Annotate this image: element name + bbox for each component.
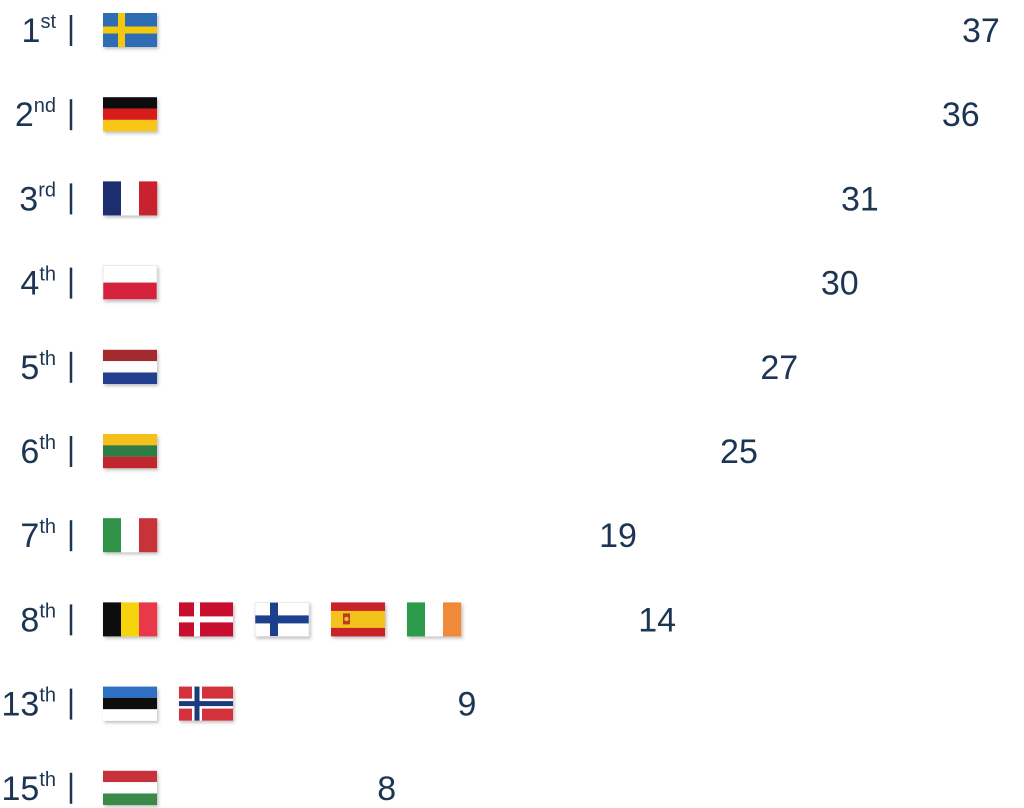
rank-suffix: th bbox=[39, 516, 56, 538]
value-label: 14 bbox=[638, 601, 676, 639]
chart-row: 5th 27 bbox=[20, 348, 798, 387]
rank-label: 15th bbox=[1, 769, 56, 808]
chart-row: 8th 14 bbox=[20, 600, 676, 639]
rank-suffix: th bbox=[39, 600, 56, 622]
value-label: 19 bbox=[599, 517, 637, 555]
rank-number: 2 bbox=[15, 96, 34, 134]
belgium-flag-icon bbox=[103, 602, 158, 637]
chart-row: 13th 9 bbox=[1, 685, 476, 724]
chart-row: 15th 8 bbox=[1, 769, 396, 808]
chart-row: 3rd 31 bbox=[19, 179, 879, 218]
rank-number: 5 bbox=[20, 349, 39, 387]
rank-number: 15 bbox=[1, 770, 39, 808]
rank-label: 4th bbox=[20, 264, 56, 303]
value-label: 31 bbox=[841, 180, 879, 218]
chart-row: 2nd 36 bbox=[15, 95, 980, 134]
chart-row: 1st 37 bbox=[22, 11, 1000, 50]
rank-number: 4 bbox=[20, 265, 39, 303]
rank-number: 7 bbox=[20, 517, 39, 555]
value-label: 36 bbox=[942, 96, 980, 134]
value-label: 27 bbox=[760, 349, 798, 387]
lithuania-flag-icon bbox=[103, 434, 157, 469]
sweden-flag-icon bbox=[103, 13, 157, 47]
finland-flag-icon bbox=[254, 602, 310, 637]
value-label: 25 bbox=[720, 433, 758, 471]
value-label: 37 bbox=[962, 12, 1000, 50]
chart-row: 6th 25 bbox=[20, 432, 757, 471]
rank-suffix: th bbox=[39, 264, 56, 286]
rank-suffix: rd bbox=[38, 179, 56, 201]
rank-suffix: st bbox=[40, 11, 56, 33]
rank-label: 7th bbox=[20, 516, 56, 555]
norway-flag-icon bbox=[179, 686, 233, 721]
value-label: 30 bbox=[821, 265, 859, 303]
rank-suffix: th bbox=[39, 685, 56, 707]
france-flag-icon bbox=[103, 181, 158, 216]
rank-number: 8 bbox=[20, 601, 39, 639]
netherlands-flag-icon bbox=[103, 349, 157, 384]
denmark-flag-icon bbox=[179, 602, 233, 637]
rank-number: 13 bbox=[1, 686, 39, 724]
rank-suffix: nd bbox=[34, 95, 56, 117]
rank-number: 1 bbox=[22, 12, 41, 50]
rank-label: 8th bbox=[20, 600, 56, 639]
rank-label: 1st bbox=[22, 11, 57, 50]
rank-label: 2nd bbox=[15, 95, 56, 134]
spain-flag-icon bbox=[331, 602, 385, 637]
rank-suffix: th bbox=[39, 432, 56, 454]
ireland-flag-icon bbox=[407, 602, 462, 637]
poland-flag-icon bbox=[102, 265, 158, 300]
value-label: 9 bbox=[457, 686, 476, 724]
germany-flag-icon bbox=[103, 97, 157, 132]
estonia-flag-icon bbox=[103, 686, 157, 721]
value-label: 8 bbox=[377, 770, 396, 808]
hungary-flag-icon bbox=[103, 770, 157, 805]
rank-suffix: th bbox=[39, 769, 56, 791]
rank-number: 6 bbox=[20, 433, 39, 471]
rank-label: 13th bbox=[1, 685, 56, 724]
rank-label: 6th bbox=[20, 432, 56, 471]
rank-label: 3rd bbox=[19, 179, 56, 218]
rank-number: 3 bbox=[19, 180, 38, 218]
chart-row: 4th 30 bbox=[20, 264, 858, 303]
chart-row: 7th 19 bbox=[20, 516, 637, 555]
rank-suffix: th bbox=[39, 348, 56, 370]
italy-flag-icon bbox=[103, 518, 158, 553]
rank-label: 5th bbox=[20, 348, 56, 387]
